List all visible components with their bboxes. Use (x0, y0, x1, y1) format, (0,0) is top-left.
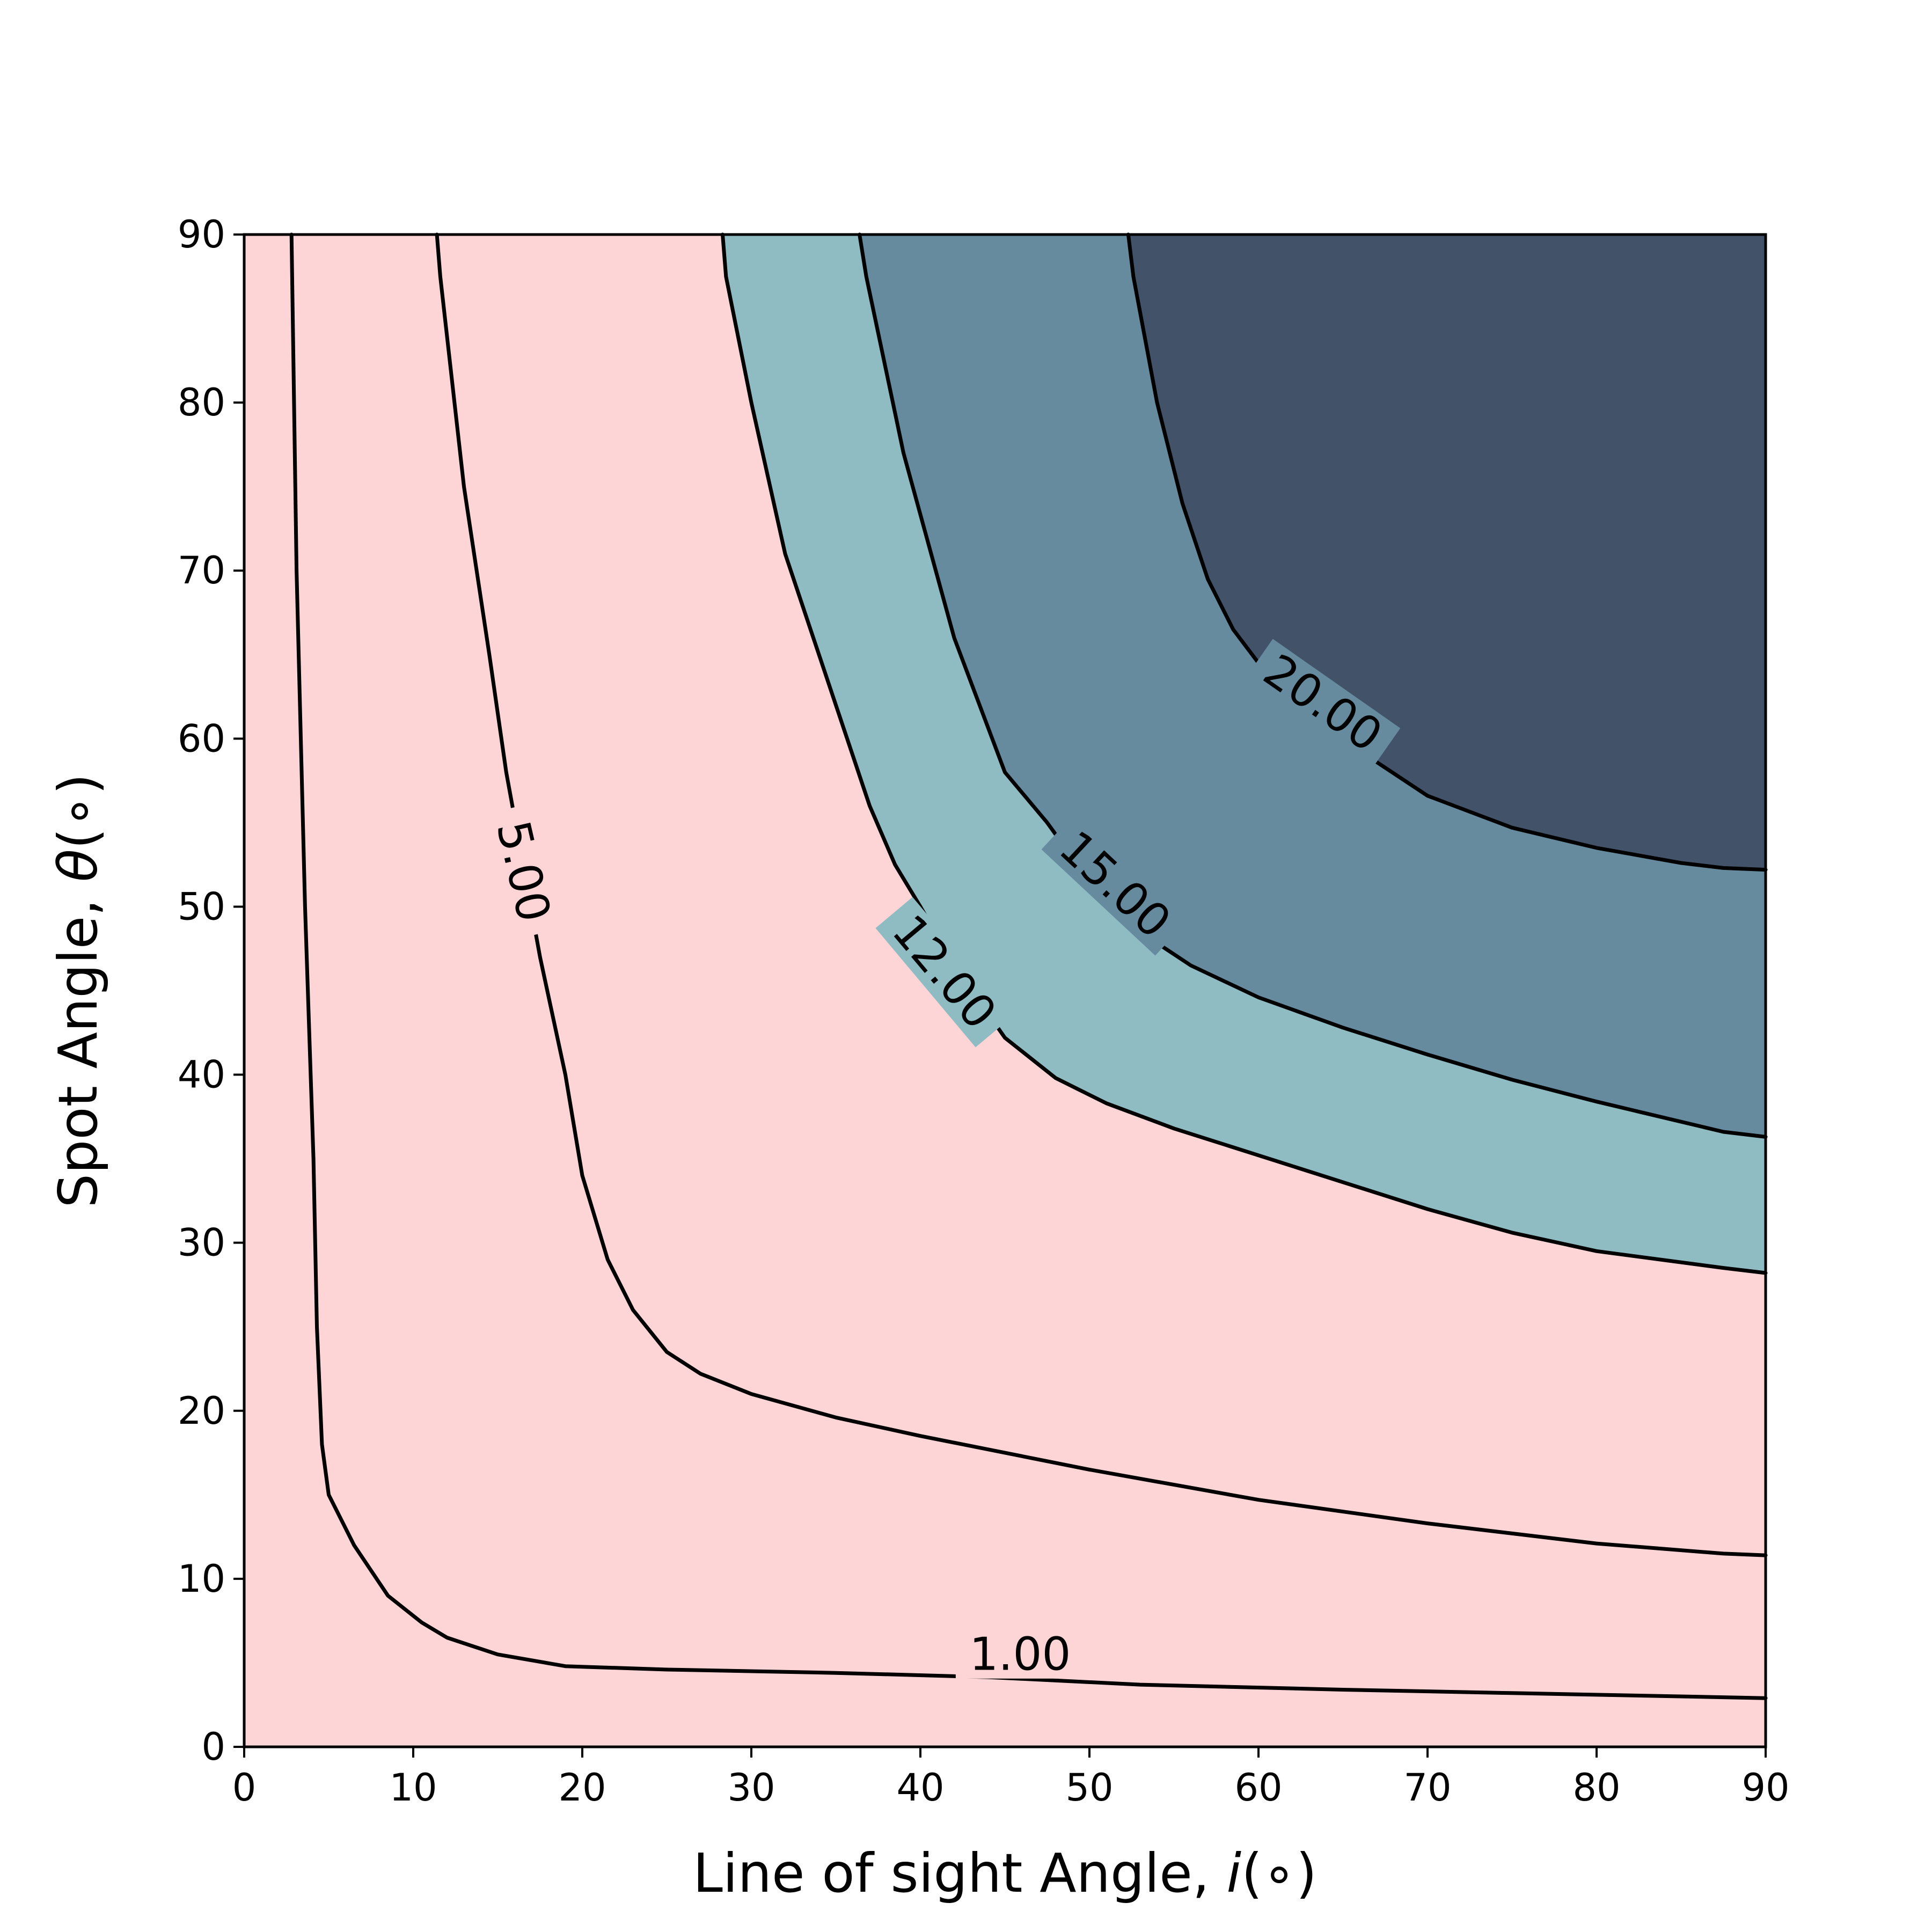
x-tick-label: 50 (1065, 1766, 1113, 1810)
x-tick-label: 60 (1234, 1766, 1282, 1810)
contour-line-12-00 (721, 232, 1768, 1275)
y-axis-title-symbol: θ (47, 849, 109, 882)
contour-label: 1.00 (969, 1628, 1071, 1681)
y-axis-title-unit: (∘) (47, 773, 109, 849)
x-axis-title-symbol: i (1226, 1842, 1241, 1905)
x-tick-label: 40 (896, 1766, 944, 1810)
contour-label-gap (1245, 639, 1401, 768)
x-tick-label: 70 (1403, 1766, 1451, 1810)
contour-label-gap (875, 897, 1013, 1048)
y-tick-label: 80 (178, 380, 225, 425)
contour-line-15-00 (858, 232, 1768, 1139)
x-tick-label: 10 (389, 1766, 437, 1810)
y-tick-label: 70 (178, 548, 225, 592)
y-tick-label: 10 (178, 1557, 225, 1601)
x-axis: 0 10 20 30 40 50 60 70 80 90 (232, 1747, 1790, 1810)
y-axis-title: Spot Angle, θ(∘) (47, 773, 109, 1208)
contour-line-5-00 (435, 232, 1768, 1557)
x-tick-label: 90 (1741, 1766, 1789, 1810)
contour-lines (289, 232, 1768, 1700)
x-tick-label: 30 (727, 1766, 775, 1810)
y-axis-title-text: Spot Angle, (47, 882, 109, 1208)
x-tick-label: 20 (558, 1766, 606, 1810)
y-tick-label: 50 (178, 884, 225, 928)
x-axis-title: Line of sight Angle, i(∘) (693, 1842, 1317, 1905)
plot-frame (243, 233, 1767, 1748)
contour-line-1-00 (289, 232, 1768, 1700)
y-tick-label: 60 (178, 716, 225, 760)
x-tick-label: 0 (232, 1766, 257, 1810)
x-tick-label: 80 (1572, 1766, 1620, 1810)
y-tick-label: 90 (178, 213, 225, 257)
fill-band-above-20 (1128, 235, 1766, 870)
contour-label-gap (485, 803, 561, 940)
x-axis-title-text: Line of sight Angle, (693, 1842, 1226, 1905)
contour-label-group: 1.00 (955, 1628, 1085, 1681)
y-tick-label: 30 (178, 1221, 225, 1265)
contour-label-gap (955, 1630, 1085, 1679)
y-tick-label: 0 (201, 1725, 225, 1769)
y-axis: 0 10 20 30 40 50 60 70 80 90 (178, 213, 244, 1769)
y-tick-label: 20 (178, 1389, 225, 1433)
contour-label-gap (1041, 814, 1188, 956)
y-tick-label: 40 (178, 1053, 225, 1097)
x-axis-title-unit: (∘) (1241, 1842, 1317, 1905)
